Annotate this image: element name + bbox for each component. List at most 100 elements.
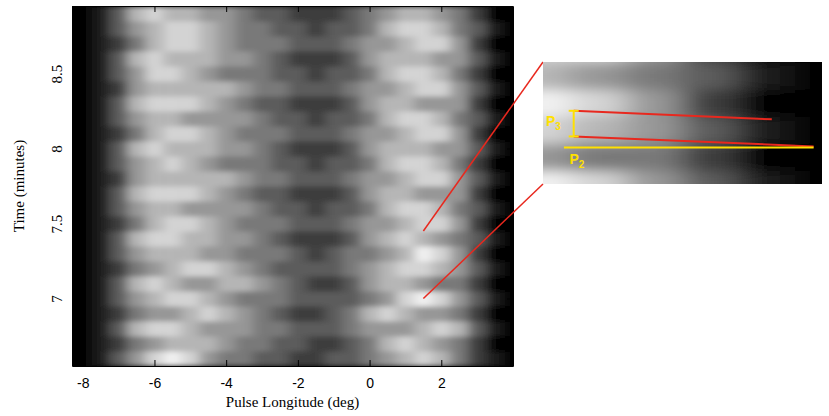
heatmap-cell	[92, 111, 110, 127]
heatmap-cell	[468, 231, 486, 247]
heatmap-cell	[361, 66, 379, 82]
heatmap-cell	[396, 111, 414, 127]
heatmap-cell	[163, 216, 181, 232]
heatmap-cell	[253, 6, 271, 22]
heatmap-cell	[396, 96, 414, 112]
heatmap-cell	[361, 126, 379, 142]
heatmap-cell	[289, 201, 307, 217]
tick-mark	[298, 6, 299, 12]
heatmap-cell	[217, 141, 235, 157]
heatmap-cell	[468, 216, 486, 232]
y-axis-right	[507, 7, 514, 367]
heatmap-cell	[450, 81, 468, 97]
heatmap-cell	[468, 306, 486, 322]
heatmap-cell	[163, 36, 181, 52]
heatmap-cell	[432, 96, 450, 112]
heatmap-cell	[325, 246, 343, 262]
heatmap-cell	[181, 111, 199, 127]
y-axis: 77.588.5	[49, 7, 78, 367]
x-axis: -8-6-4-202	[73, 360, 514, 391]
heatmap-cell	[92, 6, 110, 22]
heatmap-cell	[396, 66, 414, 82]
heatmap-cell	[74, 231, 92, 247]
heatmap-cell	[543, 170, 571, 184]
heatmap-cell	[450, 66, 468, 82]
heatmap-cell	[486, 21, 504, 37]
heatmap-cell	[217, 6, 235, 22]
heatmap-cell	[146, 156, 164, 172]
heatmap-cell	[181, 21, 199, 37]
heatmap-cell	[432, 171, 450, 187]
heatmap-cell	[163, 51, 181, 67]
tick	[507, 74, 513, 75]
heatmap-cell	[738, 89, 794, 117]
heatmap-cell	[253, 21, 271, 37]
tick	[370, 6, 371, 12]
heatmap-cell	[235, 306, 253, 322]
heatmap-cell	[110, 51, 128, 67]
heatmap-cell	[92, 351, 110, 366]
heatmap-cell	[110, 6, 128, 22]
heatmap-cell	[181, 81, 199, 97]
heatmap-cell	[289, 306, 307, 322]
heatmap-cell	[486, 51, 504, 67]
heatmap-cell	[325, 171, 343, 187]
heatmap-cell	[361, 276, 379, 292]
heatmap-cell	[253, 231, 271, 247]
heatmap-cell	[450, 51, 468, 67]
heatmap-cell	[432, 141, 450, 157]
heatmap-cell	[181, 201, 199, 217]
heatmap-cell	[450, 231, 468, 247]
heatmap-cell	[199, 141, 217, 157]
heatmap-cell	[396, 261, 414, 277]
heatmap-cell	[146, 186, 164, 202]
heatmap-cell	[627, 62, 683, 63]
heatmap-cell	[110, 141, 128, 157]
heatmap-cell	[343, 336, 361, 352]
heatmap-cell	[379, 66, 397, 82]
heatmap-cell	[199, 36, 217, 52]
heatmap-cell	[235, 81, 253, 97]
heatmap-cell	[379, 6, 397, 22]
heatmap-cell	[414, 96, 432, 112]
heatmap-cell	[289, 276, 307, 292]
heatmap-cell	[414, 351, 432, 366]
heatmap-cell	[468, 126, 486, 142]
heatmap-cell	[307, 201, 325, 217]
heatmap-cell	[271, 306, 289, 322]
heatmap-cell	[414, 276, 432, 292]
heatmap-cell	[486, 231, 504, 247]
heatmap-cell	[361, 36, 379, 52]
heatmap-cell	[450, 6, 468, 22]
heatmap-cell	[253, 66, 271, 82]
heatmap-cell	[74, 336, 92, 352]
heatmap-cell	[396, 216, 414, 232]
heatmap-cell	[379, 141, 397, 157]
heatmap-cell	[163, 261, 181, 277]
tick: 8	[49, 145, 78, 153]
heatmap-cell	[343, 21, 361, 37]
heatmap-cell	[128, 66, 146, 82]
heatmap-cell	[92, 306, 110, 322]
heatmap-cell	[343, 81, 361, 97]
heatmap-cell	[379, 156, 397, 172]
tick-mark	[72, 299, 78, 300]
heatmap-cell	[396, 231, 414, 247]
heatmap-cell	[486, 81, 504, 97]
heatmap-cell	[181, 291, 199, 307]
heatmap-cell	[110, 156, 128, 172]
heatmap-cell	[289, 96, 307, 112]
heatmap-cell	[74, 246, 92, 262]
heatmap-cell	[181, 306, 199, 322]
heatmap-cell	[217, 36, 235, 52]
heatmap-cell	[217, 156, 235, 172]
heatmap-cell	[163, 246, 181, 262]
heatmap-cell	[271, 156, 289, 172]
heatmap-cell	[146, 201, 164, 217]
heatmap-cell	[163, 231, 181, 247]
heatmap-cell	[432, 336, 450, 352]
heatmap-cell	[683, 116, 739, 144]
heatmap-cell	[271, 21, 289, 37]
heatmap-cell	[325, 231, 343, 247]
heatmap-cell	[271, 246, 289, 262]
